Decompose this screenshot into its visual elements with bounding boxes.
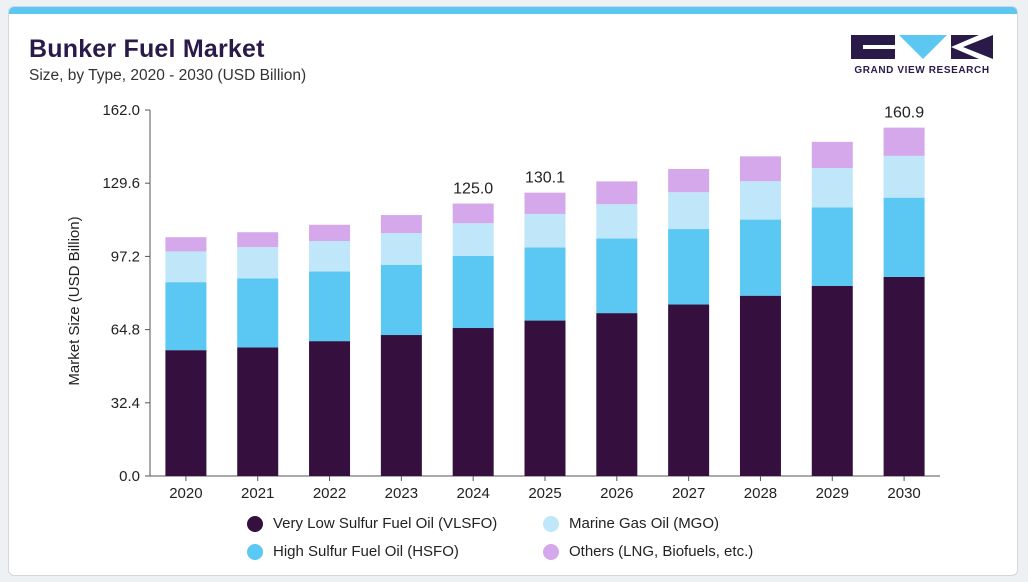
bar-segment-2021-series-2 [237, 247, 279, 279]
bar-segment-2024-series-3 [452, 203, 494, 224]
bar-segment-2020-series-0 [165, 350, 207, 476]
bar-segment-2029-series-1 [811, 207, 853, 286]
bar-segment-2025-series-1 [524, 247, 566, 321]
bar-segment-2027-series-0 [668, 304, 710, 476]
legend-label-hsfo: High Sulfur Fuel Oil (HSFO) [273, 543, 459, 560]
x-tick-label: 2022 [313, 485, 346, 502]
bar-segment-2030-series-1 [883, 197, 925, 277]
bar-segment-2028-series-0 [739, 295, 781, 476]
x-tick-label: 2030 [887, 485, 920, 502]
bar-segment-2020-series-2 [165, 251, 207, 283]
x-tick-label: 2024 [456, 485, 489, 502]
x-tick-label: 2020 [169, 485, 202, 502]
bar-segment-2022-series-2 [309, 241, 351, 272]
bar-segment-2029-series-0 [811, 285, 853, 476]
bar-segment-2024-series-1 [452, 255, 494, 329]
legend-label-mgo: Marine Gas Oil (MGO) [569, 515, 720, 532]
bar-segment-2026-series-3 [596, 181, 638, 205]
y-tick-label: 129.6 [102, 175, 140, 192]
legend-item-hsfo: High Sulfur Fuel Oil (HSFO) [247, 543, 459, 560]
bar-segment-2028-series-2 [739, 181, 781, 220]
legend-label-vlsfo: Very Low Sulfur Fuel Oil (VLSFO) [273, 515, 498, 532]
y-tick-label: 0.0 [119, 468, 140, 485]
bar-segment-2027-series-3 [668, 168, 710, 193]
bar-segment-2020-series-1 [165, 282, 207, 351]
bar-segment-2029-series-3 [811, 141, 853, 169]
data-label-2025: 130.1 [525, 170, 565, 187]
y-tick-label: 64.8 [111, 322, 140, 339]
bar-segment-2022-series-3 [309, 224, 351, 242]
bar-segment-2021-series-3 [237, 232, 279, 248]
bar-segment-2023-series-3 [380, 215, 422, 234]
legend-swatch-hsfo [247, 543, 263, 560]
bar-segment-2023-series-0 [380, 335, 422, 476]
bar-segment-2030-series-0 [883, 276, 925, 476]
bar-segment-2022-series-0 [309, 341, 351, 476]
bar-segment-2021-series-1 [237, 278, 279, 348]
bar-segment-2021-series-0 [237, 347, 279, 476]
x-tick-label: 2026 [600, 485, 633, 502]
grand-view-research-logo [851, 35, 993, 59]
x-tick-label: 2023 [385, 485, 418, 502]
legend-swatch-vlsfo [247, 515, 263, 532]
bar-segment-2023-series-1 [380, 264, 422, 336]
x-tick-label: 2028 [744, 485, 777, 502]
bar-segment-2025-series-0 [524, 320, 566, 476]
y-tick-label: 32.4 [111, 395, 140, 412]
brand-name: GRAND VIEW RESEARCH [854, 65, 990, 76]
legend-swatch-others [543, 543, 559, 560]
chart-title: Bunker Fuel Market [29, 35, 265, 63]
y-axis-title: Market Size (USD Billion) [66, 216, 83, 385]
x-tick-label: 2027 [672, 485, 705, 502]
legend-item-mgo: Marine Gas Oil (MGO) [543, 515, 719, 532]
bar-segment-2028-series-3 [739, 156, 781, 182]
bar-segment-2030-series-2 [883, 155, 925, 198]
bar-segment-2023-series-2 [380, 233, 422, 265]
chart-legend: Very Low Sulfur Fuel Oil (VLSFO) Marine … [247, 515, 847, 571]
chart-subtitle: Size, by Type, 2020 - 2030 (USD Billion) [29, 67, 307, 84]
bar-segment-2026-series-1 [596, 238, 638, 314]
accent-bar [9, 7, 1017, 14]
x-tick-label: 2029 [816, 485, 849, 502]
bar-segment-2027-series-2 [668, 192, 710, 230]
bar-segment-2029-series-2 [811, 168, 853, 208]
data-label-2024: 125.0 [453, 181, 493, 198]
legend-swatch-mgo [543, 515, 559, 532]
bar-segment-2022-series-1 [309, 271, 351, 342]
x-tick-label: 2021 [241, 485, 274, 502]
y-tick-label: 97.2 [111, 248, 140, 265]
legend-item-others: Others (LNG, Biofuels, etc.) [543, 543, 753, 560]
bar-segment-2027-series-1 [668, 229, 710, 305]
bar-segment-2024-series-0 [452, 328, 494, 476]
bar-segment-2028-series-1 [739, 219, 781, 296]
bar-segment-2030-series-3 [883, 127, 925, 156]
legend-label-others: Others (LNG, Biofuels, etc.) [569, 543, 754, 560]
bar-segment-2026-series-2 [596, 204, 638, 239]
bar-segment-2024-series-2 [452, 223, 494, 256]
legend-item-vlsfo: Very Low Sulfur Fuel Oil (VLSFO) [247, 515, 497, 532]
data-label-2030: 160.9 [884, 105, 924, 122]
x-tick-label: 2025 [528, 485, 561, 502]
bar-segment-2020-series-3 [165, 237, 207, 252]
bar-segment-2025-series-2 [524, 213, 566, 248]
bar-segment-2026-series-0 [596, 313, 638, 476]
y-tick-label: 162.0 [102, 102, 140, 119]
bar-segment-2025-series-3 [524, 192, 566, 214]
